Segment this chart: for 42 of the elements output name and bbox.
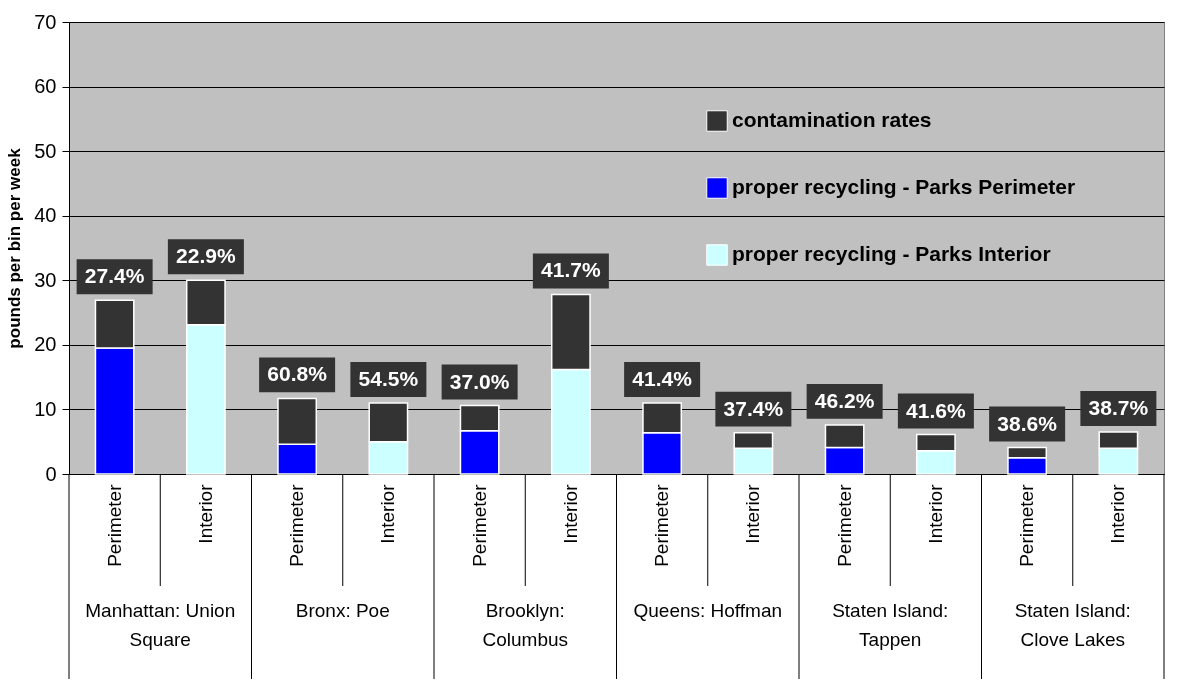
x-tick-label: Perimeter [1016,483,1038,567]
x-tick-label: Perimeter [651,483,673,567]
annotation: 22.9% [176,244,236,268]
text: Manhattan: Union Square [85,600,236,650]
annotation: 27.4% [84,264,145,288]
text: Bronx: Poe [295,600,390,621]
legend-label: proper recycling - Parks Perimeter [732,175,1076,198]
legend-label: proper recycling - Parks Interior [732,242,1051,265]
y-tick-label: 20 [34,333,57,356]
annotation: 38.7% [1088,396,1149,420]
x-tick-label: Interior [377,483,399,544]
text: Staten Island: Tappen [832,600,949,650]
text: Brooklyn: Columbus [482,600,569,650]
annotation: 41.7% [541,258,601,282]
x-tick-label: Interior [194,483,216,544]
annotation: 41.6% [906,398,966,422]
text: Staten Island: Clove Lakes [1014,600,1131,650]
annotation: 37.0% [449,369,510,393]
y-tick-label: 10 [34,397,57,420]
x-tick-label: Interior [559,483,581,544]
y-tick-label: 0 [45,462,57,485]
y-tick-label: 40 [34,204,57,227]
y-tick-label: 70 [34,10,57,33]
x-tick-label: Interior [1107,483,1129,544]
x-tick-label: Perimeter [286,483,308,567]
legend-label: contamination rates [732,108,932,131]
y-axis-title: pounds per bin per week [5,147,25,349]
x-tick-label: Interior [924,483,946,544]
x-tick-label: Perimeter [103,483,125,567]
y-tick-label: 50 [34,139,57,162]
annotation: 41.4% [632,366,693,390]
y-tick-label: 60 [34,75,57,98]
text: Queens: Hoffman [633,600,783,621]
y-tick-label: 30 [34,268,57,291]
x-tick-label: Interior [742,483,764,544]
annotation: 37.4% [723,396,784,420]
x-tick-label: Perimeter [468,483,490,567]
annotation: 38.6% [997,411,1058,435]
annotation: 60.8% [267,362,328,386]
annotation: 46.2% [814,388,875,412]
x-tick-label: Perimeter [833,483,855,567]
annotation: 54.5% [358,366,419,390]
